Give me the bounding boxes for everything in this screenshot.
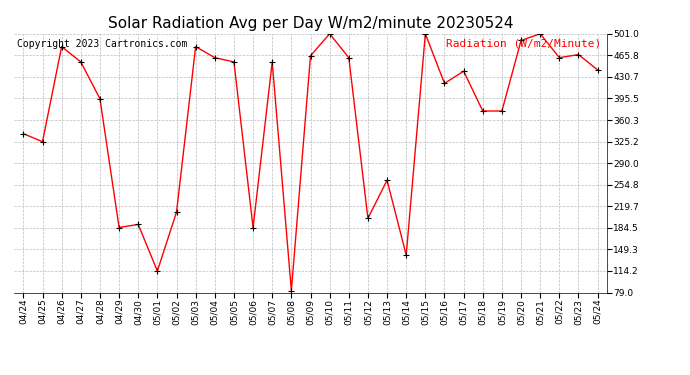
Text: Copyright 2023 Cartronics.com: Copyright 2023 Cartronics.com (17, 39, 187, 49)
Text: Radiation (W/m2/Minute): Radiation (W/m2/Minute) (446, 39, 601, 49)
Title: Solar Radiation Avg per Day W/m2/minute 20230524: Solar Radiation Avg per Day W/m2/minute … (108, 16, 513, 31)
